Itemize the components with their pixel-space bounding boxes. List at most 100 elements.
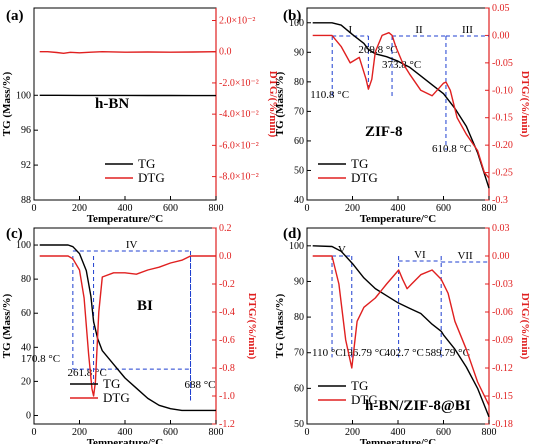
y-left-axis-label: TG (Mass/%) [274, 71, 286, 136]
y-right-tick-label: -0.06 [492, 307, 513, 318]
y-right-tick-label: -0.25 [492, 168, 513, 179]
sample-name: ZIF-8 [365, 124, 403, 140]
region-label: V [338, 244, 346, 256]
annotation-label: 110.8 °C [310, 89, 349, 101]
annotation-label: 688 °C [185, 379, 216, 391]
y-left-tick-label: 60 [294, 383, 304, 394]
y-right-tick-label: -0.8 [219, 363, 235, 374]
y-right-axis-label: DTG/(%/min) [267, 71, 279, 138]
panel-label: (d) [283, 226, 301, 242]
x-tick-label: 200 [345, 427, 360, 438]
y-right-tick-label: 0.00 [492, 251, 510, 262]
x-tick-label: 200 [345, 203, 360, 214]
x-tick-label: 800 [482, 427, 497, 438]
plot-frame [306, 7, 490, 201]
x-tick-label: 0 [32, 203, 37, 214]
y-left-tick-label: 100 [16, 90, 31, 101]
panel-2: 0 200 400 600 800 0 20 40 60 80 100 0.2 0.0 -0.2 -0.4 -… [1, 223, 258, 444]
x-tick-label: 0 [32, 427, 37, 438]
y-right-axis-label: DTG/(%/min) [519, 71, 531, 138]
y-right-tick-label: 0.0 [219, 251, 232, 262]
x-tick-label: 600 [163, 427, 178, 438]
y-right-tick-label: -0.4 [219, 307, 235, 318]
y-left-tick-label: 60 [294, 136, 304, 147]
y-left-tick-label: 60 [21, 308, 31, 319]
y-left-axis-label: TG (Mass/%) [274, 293, 286, 358]
legend-entry: DTG [138, 170, 165, 185]
y-right-tick-label: -0.3 [492, 195, 508, 206]
legend-entry: DTG [351, 392, 378, 407]
x-tick-label: 400 [118, 203, 133, 214]
series-tg-line [39, 244, 216, 412]
y-right-tick-label: 0.00 [492, 30, 510, 41]
y-left-tick-label: 20 [21, 376, 31, 387]
y-right-tick-label: 0.03 [492, 223, 510, 234]
y-right-tick-label: -0.09 [492, 335, 513, 346]
y-right-tick-label: -0.12 [492, 363, 513, 374]
panel-label: (a) [6, 8, 24, 24]
y-right-tick-label: -2.0×10⁻² [219, 78, 259, 89]
y-right-tick-label: -0.18 [492, 419, 513, 430]
y-right-tick-label: -0.20 [492, 140, 513, 151]
y-right-tick-label: -0.10 [492, 85, 513, 96]
region-label: I [348, 24, 352, 36]
series-dtg-line [312, 32, 490, 179]
legend-entry: DTG [351, 170, 378, 185]
y-right-tick-label: -0.2 [219, 279, 235, 290]
y-right-tick-label: -0.15 [492, 391, 513, 402]
y-right-tick-label: 0.2 [219, 223, 232, 234]
annotation-label: 589.79 °C [425, 347, 470, 359]
x-axis-label: Temperature/°C [360, 437, 437, 444]
panel-label: (c) [6, 226, 23, 242]
annotation-label: 402.7 °C [385, 347, 424, 359]
x-tick-label: 200 [72, 427, 87, 438]
y-left-axis-label: TG (Mass/%) [1, 71, 13, 136]
region-label: III [462, 24, 473, 36]
x-axis-label: Temperature/°C [87, 213, 164, 225]
y-left-tick-label: 90 [294, 47, 304, 58]
y-right-axis-label: DTG/(%/min) [519, 293, 531, 360]
y-left-tick-label: 92 [21, 160, 31, 171]
annotation-label: 269.8 °C [358, 44, 397, 56]
y-right-tick-label: 0.0 [219, 47, 232, 58]
panel-label: (b) [283, 8, 301, 24]
annotation-label: 110 °C [312, 347, 343, 359]
region-label: IV [126, 239, 138, 251]
series-dtg-line [39, 255, 216, 397]
y-left-tick-label: 100 [16, 240, 31, 251]
legend-entry: TG [103, 376, 120, 391]
x-tick-label: 600 [163, 203, 178, 214]
y-right-tick-label: -1.0 [219, 391, 235, 402]
y-left-tick-label: 96 [21, 125, 31, 136]
series-tg-line [312, 245, 490, 418]
annotation-label: 610.8 °C [432, 143, 471, 155]
region-label: VI [414, 249, 426, 261]
y-right-tick-label: -4.0×10⁻² [219, 109, 259, 120]
legend-entry: DTG [103, 390, 130, 405]
y-left-tick-label: 40 [294, 195, 304, 206]
y-left-tick-label: 50 [294, 165, 304, 176]
x-axis-label: Temperature/°C [360, 213, 437, 225]
y-left-tick-label: 100 [289, 241, 304, 252]
x-tick-label: 600 [436, 427, 451, 438]
x-tick-label: 400 [391, 427, 406, 438]
y-right-tick-label: -1.2 [219, 419, 235, 430]
sample-name: h-BN [95, 96, 129, 112]
series-dtg-line [39, 51, 217, 54]
y-right-tick-label: -6.0×10⁻² [219, 140, 259, 151]
x-tick-label: 0 [305, 203, 310, 214]
y-left-tick-label: 90 [294, 276, 304, 287]
x-axis-label: Temperature/°C [87, 437, 164, 444]
y-left-tick-label: 70 [294, 348, 304, 359]
region-label: VII [457, 250, 473, 262]
legend-entry: TG [138, 156, 155, 171]
y-right-tick-label: -0.05 [492, 58, 513, 69]
region-label: II [415, 24, 423, 36]
series-dtg-line [312, 255, 490, 406]
y-right-axis-label: DTG/(%/min) [246, 293, 258, 360]
sample-name: BI [137, 298, 153, 314]
panel-0: 0 200 400 600 800 88 92 96 100 2.0×10⁻² 0.0 -2.0×10… [1, 7, 279, 225]
x-tick-label: 400 [391, 203, 406, 214]
